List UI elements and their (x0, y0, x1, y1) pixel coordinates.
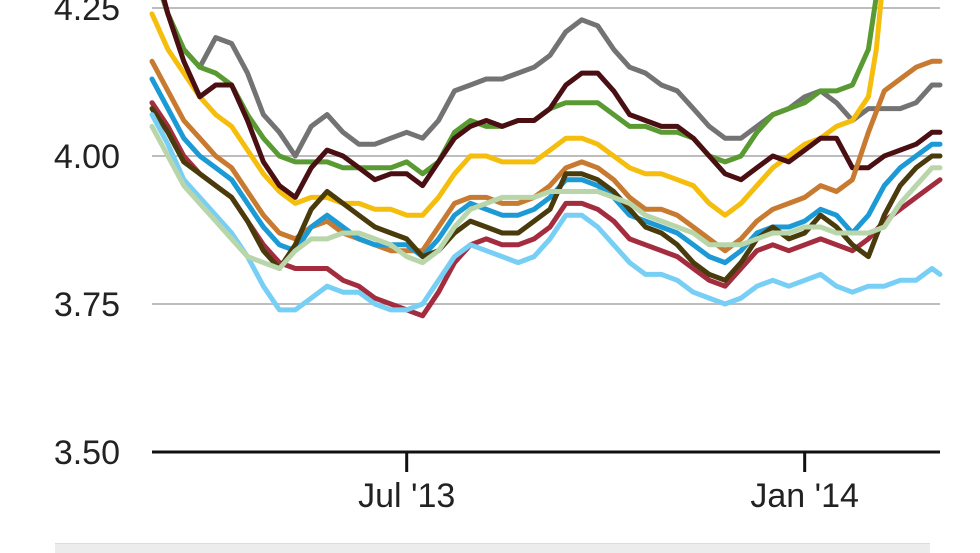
series-line-5 (149, 58, 943, 254)
series-line-4 (161, 0, 943, 200)
x-tick-label: Jul '13 (358, 477, 455, 515)
series-line-9 (149, 112, 943, 313)
series-line-1 (161, 0, 943, 159)
series-line-10 (149, 123, 943, 271)
y-tick-labels: 4.25 4.00 3.75 3.50 (54, 0, 120, 472)
x-tick-labels: Jul '13 Jan '14 (358, 477, 859, 515)
y-tick-label: 3.75 (54, 286, 120, 324)
series-line-2 (160, 0, 879, 177)
series-line-6 (149, 76, 943, 266)
x-axis (152, 450, 940, 472)
y-tick-label: 3.50 (54, 434, 120, 472)
footer-bar (55, 543, 930, 553)
x-tick-label: Jan '14 (750, 477, 859, 515)
series-lines (149, 0, 943, 319)
series-line-3 (149, 0, 884, 218)
y-tick-label: 4.00 (54, 138, 120, 176)
y-tick-label: 4.25 (54, 0, 120, 28)
